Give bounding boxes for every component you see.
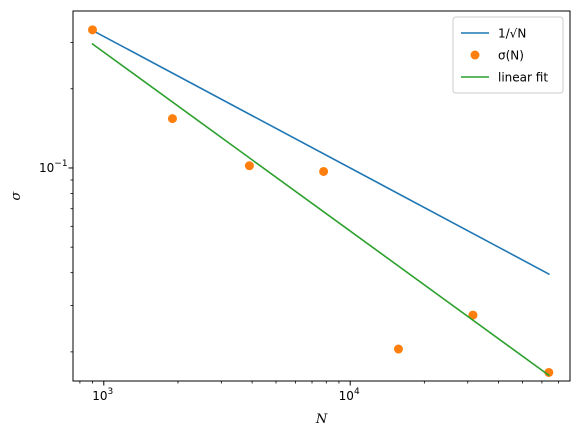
x-tick-exp: 4: [354, 387, 360, 397]
series-line-2: [91, 42, 550, 377]
data-point: [544, 367, 554, 377]
x-axis-label: N: [315, 412, 328, 427]
data-point: [393, 344, 403, 354]
y-axis-label: σ: [9, 190, 24, 200]
plot-frame: [72, 10, 571, 382]
legend-swatch-point: [470, 50, 480, 60]
y-tick-exp: −1: [54, 159, 67, 169]
data-point: [468, 310, 478, 320]
y-tick-label: 10−1: [39, 159, 68, 175]
x-tick-exp: 3: [108, 387, 114, 397]
legend-label: σ(N): [498, 49, 524, 63]
legend-label: linear fit: [498, 71, 548, 85]
legend-box: [452, 16, 564, 94]
x-tick-base: 10: [339, 389, 354, 403]
x-tick-label: 104: [339, 387, 360, 403]
legend-label: 1/√N: [498, 27, 526, 41]
x-tick-label: 103: [92, 387, 113, 403]
series-line-0: [91, 29, 550, 276]
data-point: [167, 114, 177, 124]
data-point: [319, 166, 329, 176]
data-group: [88, 25, 554, 377]
data-point: [244, 161, 254, 171]
plot-layer: [88, 25, 554, 377]
y-tick-base: 10: [39, 161, 54, 175]
legend: 1/√N σ(N) linear fit: [452, 16, 564, 94]
data-point: [88, 25, 98, 35]
x-tick-base: 10: [92, 389, 107, 403]
